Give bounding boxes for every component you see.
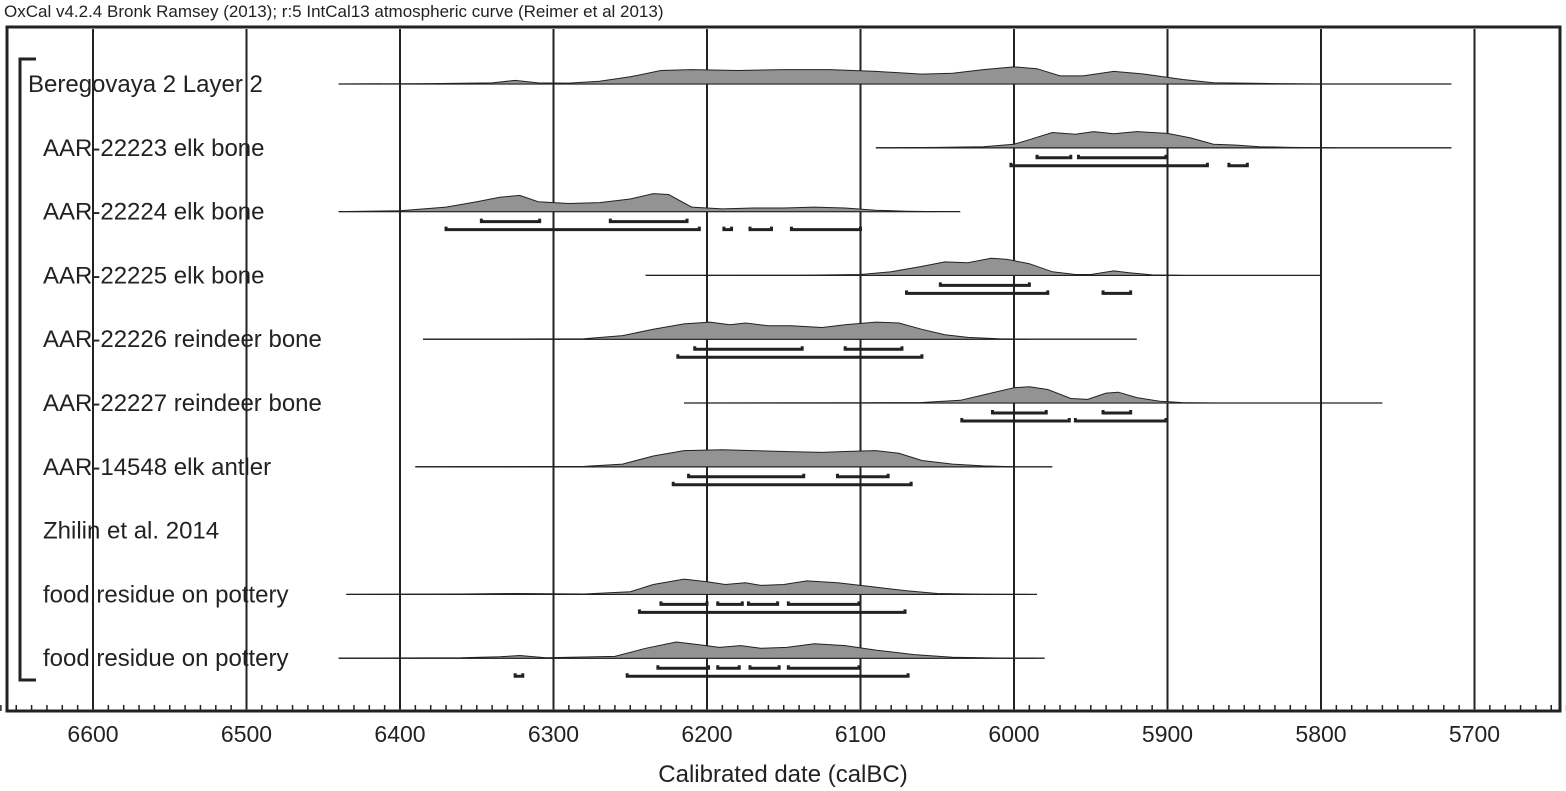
row-label: food residue on pottery <box>43 645 289 672</box>
row-label: food residue on pottery <box>43 581 289 608</box>
hpd-68-range <box>835 473 890 479</box>
hpd-68-range <box>693 346 804 351</box>
hpd-95-range <box>513 673 525 678</box>
tick-label: 6300 <box>528 721 579 747</box>
row: Beregovaya 2 Layer 2 <box>28 66 1452 98</box>
hpd-68-range <box>659 601 709 606</box>
hpd-95-range <box>789 226 862 232</box>
hpd-95-range <box>1227 162 1249 168</box>
probability-distribution <box>875 131 1337 149</box>
hpd-95-range <box>1009 162 1209 168</box>
hpd-95-range <box>1101 290 1133 295</box>
row: food residue on pottery <box>43 578 1038 614</box>
x-axis-label: Calibrated date (calBC) <box>658 761 907 788</box>
hpd-68-range <box>1101 410 1133 415</box>
row: AAR-22226 reindeer bone <box>43 321 1137 359</box>
probability-distribution <box>415 449 1015 468</box>
row-label: Zhilin et al. 2014 <box>43 518 219 545</box>
row-label: AAR-22225 elk bone <box>43 262 264 289</box>
hpd-95-range <box>676 354 924 359</box>
hpd-95-range <box>722 226 734 232</box>
row-label: AAR-22223 elk bone <box>43 135 264 162</box>
hpd-68-range <box>716 665 741 670</box>
hpd-95-range <box>905 290 1050 295</box>
row: Zhilin et al. 2014 <box>43 518 219 545</box>
hpd-95-range <box>1073 418 1168 423</box>
hpd-68-range <box>656 665 711 670</box>
row-label: AAR-22227 reindeer bone <box>43 390 322 417</box>
group-bracket <box>18 57 36 682</box>
hpd-68-range <box>716 601 744 606</box>
tick-label: 6100 <box>835 721 886 747</box>
row-label: AAR-14548 elk antler <box>43 454 271 481</box>
hpd-68-range <box>938 282 1031 287</box>
hpd-95-range <box>960 418 1071 423</box>
hpd-68-range <box>479 218 542 224</box>
hpd-68-range <box>1076 154 1168 160</box>
probability-distribution <box>338 193 938 213</box>
hpd-95-range <box>444 226 701 232</box>
hpd-68-range <box>746 601 780 606</box>
hpd-68-range <box>991 410 1048 415</box>
hpd-68-range <box>843 346 904 351</box>
hpd-95-range <box>625 673 910 678</box>
tick-label: 5800 <box>1295 721 1346 747</box>
tick-label: 6600 <box>67 721 118 747</box>
row-label: AAR-22224 elk bone <box>43 199 264 226</box>
row: food residue on pottery <box>43 641 1045 678</box>
hpd-95-range <box>671 481 913 487</box>
hpd-68-range <box>608 218 689 224</box>
probability-distribution <box>645 257 1183 276</box>
x-axis: 6600 6500 6400 6300 6200 6100 6000 5900 5800 5700 <box>0 699 1566 747</box>
hpd-68-range <box>1035 154 1073 160</box>
chart-header: OxCal v4.2.4 Bronk Ramsey (2013); r:5 In… <box>4 2 664 21</box>
row: AAR-14548 elk antler <box>43 449 1053 487</box>
hpd-95-range <box>748 226 773 232</box>
row-label: AAR-22226 reindeer bone <box>43 326 322 353</box>
probability-distribution <box>338 641 1038 659</box>
hpd-68-range <box>786 665 861 670</box>
tick-label: 6500 <box>221 721 272 747</box>
plot-rows: Beregovaya 2 Layer 2 AAR-22223 elk bone AA… <box>28 66 1452 678</box>
row-label: Beregovaya 2 Layer 2 <box>28 71 263 98</box>
hpd-95-range <box>637 609 907 614</box>
hpd-68-range <box>786 601 861 606</box>
row: AAR-22227 reindeer bone <box>43 386 1383 423</box>
tick-label: 6200 <box>681 721 732 747</box>
row: AAR-22225 elk bone <box>43 257 1321 295</box>
row: AAR-22223 elk bone <box>43 131 1452 168</box>
probability-distribution <box>338 66 1322 85</box>
grid-lines <box>92 29 1476 709</box>
tick-label: 6000 <box>988 721 1039 747</box>
tick-label: 5900 <box>1142 721 1193 747</box>
probability-distribution <box>683 386 1214 404</box>
hpd-68-range <box>687 473 806 479</box>
hpd-68-range <box>748 665 781 670</box>
tick-label: 5700 <box>1449 721 1500 747</box>
row: AAR-22224 elk bone <box>43 193 961 232</box>
tick-label: 6400 <box>374 721 425 747</box>
probability-distribution <box>422 321 1030 340</box>
probability-distribution <box>346 578 1030 595</box>
